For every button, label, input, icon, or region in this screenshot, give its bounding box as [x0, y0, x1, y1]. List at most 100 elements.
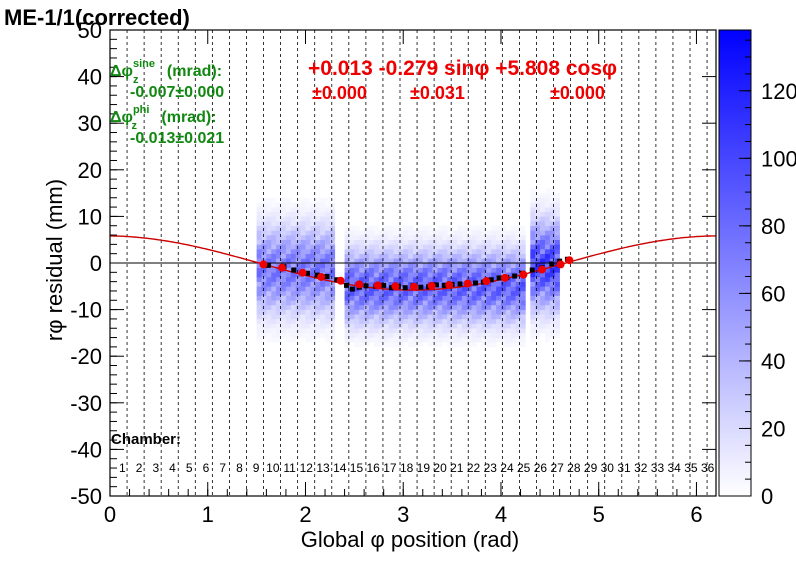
heatmap-cell — [398, 281, 404, 287]
heatmap-cell — [530, 300, 536, 306]
heatmap-cell — [471, 314, 477, 320]
heatmap-cell — [349, 337, 355, 343]
heatmap-cell — [364, 314, 370, 320]
heatmap-cell — [486, 272, 492, 278]
heatmap-cell — [540, 295, 546, 301]
fit-formula: +0.013 -0.279 sinφ +5.808 cosφ — [308, 57, 617, 80]
heatmap-cell — [369, 295, 375, 301]
heatmap-cell — [285, 318, 292, 324]
heatmap-cell — [476, 337, 482, 343]
heatmap-cell — [447, 253, 453, 259]
heatmap-cell — [349, 332, 355, 338]
heatmap-cell — [500, 342, 507, 348]
heatmap-cell — [393, 249, 399, 254]
heatmap-cell — [476, 300, 482, 306]
heatmap-cell — [329, 332, 336, 338]
heatmap-cell — [290, 337, 297, 343]
black-data-point — [334, 277, 340, 283]
chamber-number: 7 — [219, 461, 226, 475]
heatmap-cell — [276, 221, 282, 227]
heatmap-cell — [544, 286, 551, 292]
heatmap-cell — [364, 328, 370, 334]
heatmap-cell — [354, 332, 360, 338]
heatmap-cell — [505, 281, 512, 287]
heatmap-cell — [295, 244, 301, 250]
heatmap-cell — [281, 323, 287, 329]
heatmap-cell — [442, 309, 448, 315]
heatmap-cell — [305, 286, 311, 292]
heatmap-cell — [520, 342, 526, 348]
heatmap-cell — [452, 318, 458, 324]
heatmap-cell — [310, 202, 316, 208]
heatmap-cell — [285, 263, 292, 268]
heatmap-cell — [393, 337, 399, 343]
heatmap-cell — [452, 239, 458, 245]
heatmap-cell — [554, 328, 560, 334]
heatmap-cell — [383, 225, 389, 231]
heatmap-cell — [544, 197, 551, 203]
heatmap-cell — [329, 244, 336, 250]
heatmap-cell — [359, 263, 365, 268]
heatmap-cell — [261, 207, 267, 213]
heatmap-cell — [378, 304, 384, 310]
heatmap-cell — [256, 263, 262, 268]
heatmap-cell — [266, 244, 272, 250]
y-tick-label: -20 — [70, 344, 102, 369]
heatmap-cell — [305, 267, 311, 273]
heatmap-cell — [496, 253, 502, 259]
heatmap-cell — [486, 263, 492, 268]
heatmap-cell — [437, 253, 443, 259]
black-data-point — [529, 267, 535, 273]
heatmap-cell — [305, 304, 311, 310]
heatmap-cell — [354, 253, 360, 259]
heatmap-cell — [261, 276, 267, 282]
heatmap-cell — [344, 258, 350, 264]
red-data-point — [409, 282, 418, 291]
heatmap-cell — [437, 244, 443, 250]
heatmap-cell — [349, 309, 355, 315]
heatmap-cell — [320, 225, 326, 231]
heatmap-cell — [300, 211, 306, 217]
heatmap-cell — [554, 272, 560, 278]
heatmap-cell — [500, 230, 507, 236]
heatmap-cell — [520, 281, 526, 287]
heatmap-cell — [305, 309, 311, 315]
heatmap-cell — [520, 337, 526, 343]
heatmap-cell — [320, 263, 326, 268]
heatmap-cell — [310, 235, 316, 240]
heatmap-cell — [530, 304, 536, 310]
heatmap-cell — [432, 235, 438, 240]
heatmap-cell — [554, 202, 560, 208]
heatmap-cell — [349, 276, 355, 282]
heatmap-cell — [281, 300, 287, 306]
heatmap-cell — [466, 318, 472, 324]
heatmap-cell — [315, 230, 321, 236]
chamber-number: 21 — [450, 461, 464, 475]
heatmap-cell — [505, 318, 512, 324]
heatmap-cell — [549, 202, 556, 208]
heatmap-cell — [315, 332, 321, 338]
heatmap-cell — [535, 216, 541, 222]
heatmap-cell — [486, 332, 492, 338]
heatmap-cell — [466, 304, 472, 310]
heatmap-cell — [427, 323, 433, 329]
heatmap-cell — [285, 304, 292, 310]
heatmap-cell — [315, 314, 321, 320]
heatmap-cell — [285, 290, 292, 296]
heatmap-cell — [295, 221, 301, 227]
heatmap-cell — [505, 258, 512, 264]
heatmap-cell — [408, 244, 414, 250]
heatmap-cell — [320, 258, 326, 264]
heatmap-cell — [471, 295, 477, 301]
heatmap-cell — [496, 323, 502, 329]
heatmap-cell — [544, 202, 551, 208]
heatmap-cell — [549, 188, 556, 194]
heatmap-cell — [276, 249, 282, 254]
heatmap-cell — [266, 309, 272, 315]
heatmap-cell — [500, 267, 507, 273]
heatmap-cell — [359, 258, 365, 264]
heatmap-cell — [359, 300, 365, 306]
heatmap-cell — [329, 314, 336, 320]
heatmap-cell — [403, 230, 409, 236]
heatmap-cell — [496, 249, 502, 254]
